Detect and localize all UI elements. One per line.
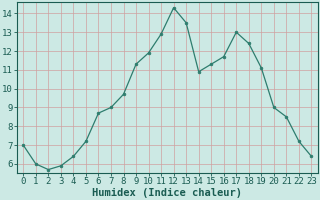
X-axis label: Humidex (Indice chaleur): Humidex (Indice chaleur) bbox=[92, 188, 242, 198]
